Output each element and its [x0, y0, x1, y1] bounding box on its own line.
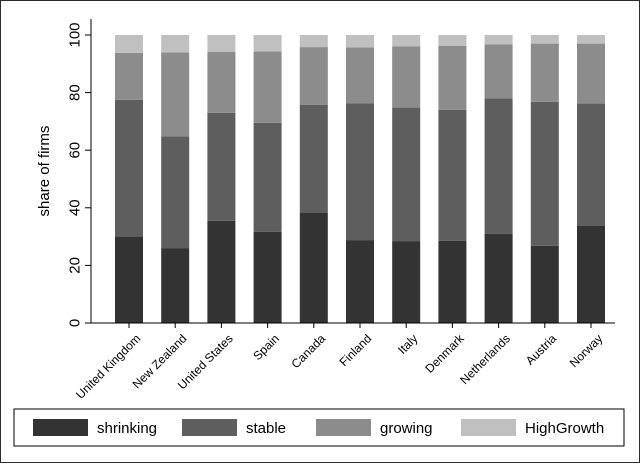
- bar-segment-stable-1: [161, 136, 190, 249]
- bar-segment-highgrowth-1: [161, 35, 190, 53]
- x-tick-label: Norway: [567, 331, 606, 370]
- legend-swatch-growing: [316, 419, 371, 436]
- bar-segment-stable-2: [207, 112, 236, 221]
- bar-segment-highgrowth-0: [115, 35, 143, 53]
- bar-segment-highgrowth-7: [438, 35, 467, 46]
- legend-label-shrinking: shrinking: [97, 420, 157, 437]
- bar-segment-highgrowth-6: [392, 35, 421, 47]
- bar-segment-shrinking-2: [207, 220, 236, 323]
- bar-segment-highgrowth-10: [577, 35, 605, 44]
- x-tick-label: United Kingdom: [73, 331, 143, 401]
- bar-segment-shrinking-3: [253, 231, 282, 323]
- bar-segment-stable-6: [392, 107, 421, 242]
- legend-swatch-highgrowth: [461, 419, 516, 436]
- bar-segment-growing-3: [253, 51, 282, 123]
- bar-segment-highgrowth-9: [530, 35, 559, 44]
- y-tick-label: 40: [67, 199, 84, 216]
- bar-segment-highgrowth-8: [484, 35, 513, 45]
- x-tick-label: Finland: [337, 331, 375, 369]
- bar-segment-shrinking-8: [484, 233, 513, 323]
- bar-segment-stable-0: [115, 99, 143, 237]
- bar-segment-growing-6: [392, 46, 421, 108]
- y-tick-label: 80: [67, 84, 84, 101]
- y-axis-label: share of firms: [36, 126, 53, 217]
- bar-segment-highgrowth-5: [346, 35, 374, 48]
- bar-segment-growing-5: [346, 47, 374, 104]
- x-tick-label: Netherlands: [457, 331, 513, 387]
- bar-segment-highgrowth-4: [299, 35, 328, 48]
- bar-segment-growing-0: [115, 52, 143, 100]
- y-tick-label: 100: [67, 22, 84, 47]
- bar-segment-shrinking-1: [161, 248, 190, 323]
- legend: shrinking stable growing HighGrowth: [13, 408, 625, 447]
- bar-segment-shrinking-10: [577, 225, 605, 323]
- bars-layer: [115, 35, 605, 323]
- bar-segment-highgrowth-3: [253, 35, 282, 52]
- bar-segment-growing-9: [530, 43, 559, 102]
- x-tick-label: Canada: [289, 331, 329, 371]
- legend-label-growing: growing: [380, 420, 433, 437]
- bar-segment-growing-10: [577, 43, 605, 104]
- x-tick-label: Denmark: [422, 331, 467, 376]
- bar-segment-stable-3: [253, 122, 282, 232]
- bar-segment-stable-7: [438, 109, 467, 241]
- bar-segment-shrinking-6: [392, 241, 421, 323]
- x-tick-label: Spain: [250, 331, 282, 363]
- bar-segment-growing-7: [438, 45, 467, 110]
- bar-segment-stable-9: [530, 101, 559, 246]
- bar-segment-stable-10: [577, 103, 605, 226]
- y-tick-label: 60: [67, 142, 84, 159]
- x-tick-label: Austria: [523, 331, 560, 368]
- bar-segment-shrinking-7: [438, 240, 467, 323]
- bar-segment-stable-5: [346, 103, 374, 240]
- bar-segment-stable-8: [484, 98, 513, 234]
- bar-segment-shrinking-4: [299, 213, 328, 323]
- y-tick-label: 20: [67, 257, 84, 274]
- bar-segment-shrinking-9: [530, 245, 559, 323]
- y-tick-label: 0: [67, 319, 84, 327]
- legend-label-highgrowth: HighGrowth: [525, 420, 604, 437]
- bar-segment-stable-4: [299, 104, 328, 213]
- bar-segment-growing-8: [484, 44, 513, 99]
- bar-segment-highgrowth-2: [207, 35, 236, 52]
- y-ticks-layer: 0 20 40 60 80 100: [67, 22, 91, 327]
- legend-label-stable: stable: [246, 420, 286, 437]
- x-tick-label: Italy: [395, 331, 420, 356]
- bar-segment-growing-2: [207, 52, 236, 113]
- bar-segment-growing-4: [299, 47, 328, 105]
- bar-segment-shrinking-0: [115, 236, 143, 323]
- bar-segment-growing-1: [161, 52, 190, 137]
- legend-swatch-stable: [182, 419, 237, 436]
- bar-segment-shrinking-5: [346, 240, 374, 323]
- legend-swatch-shrinking: [33, 419, 88, 436]
